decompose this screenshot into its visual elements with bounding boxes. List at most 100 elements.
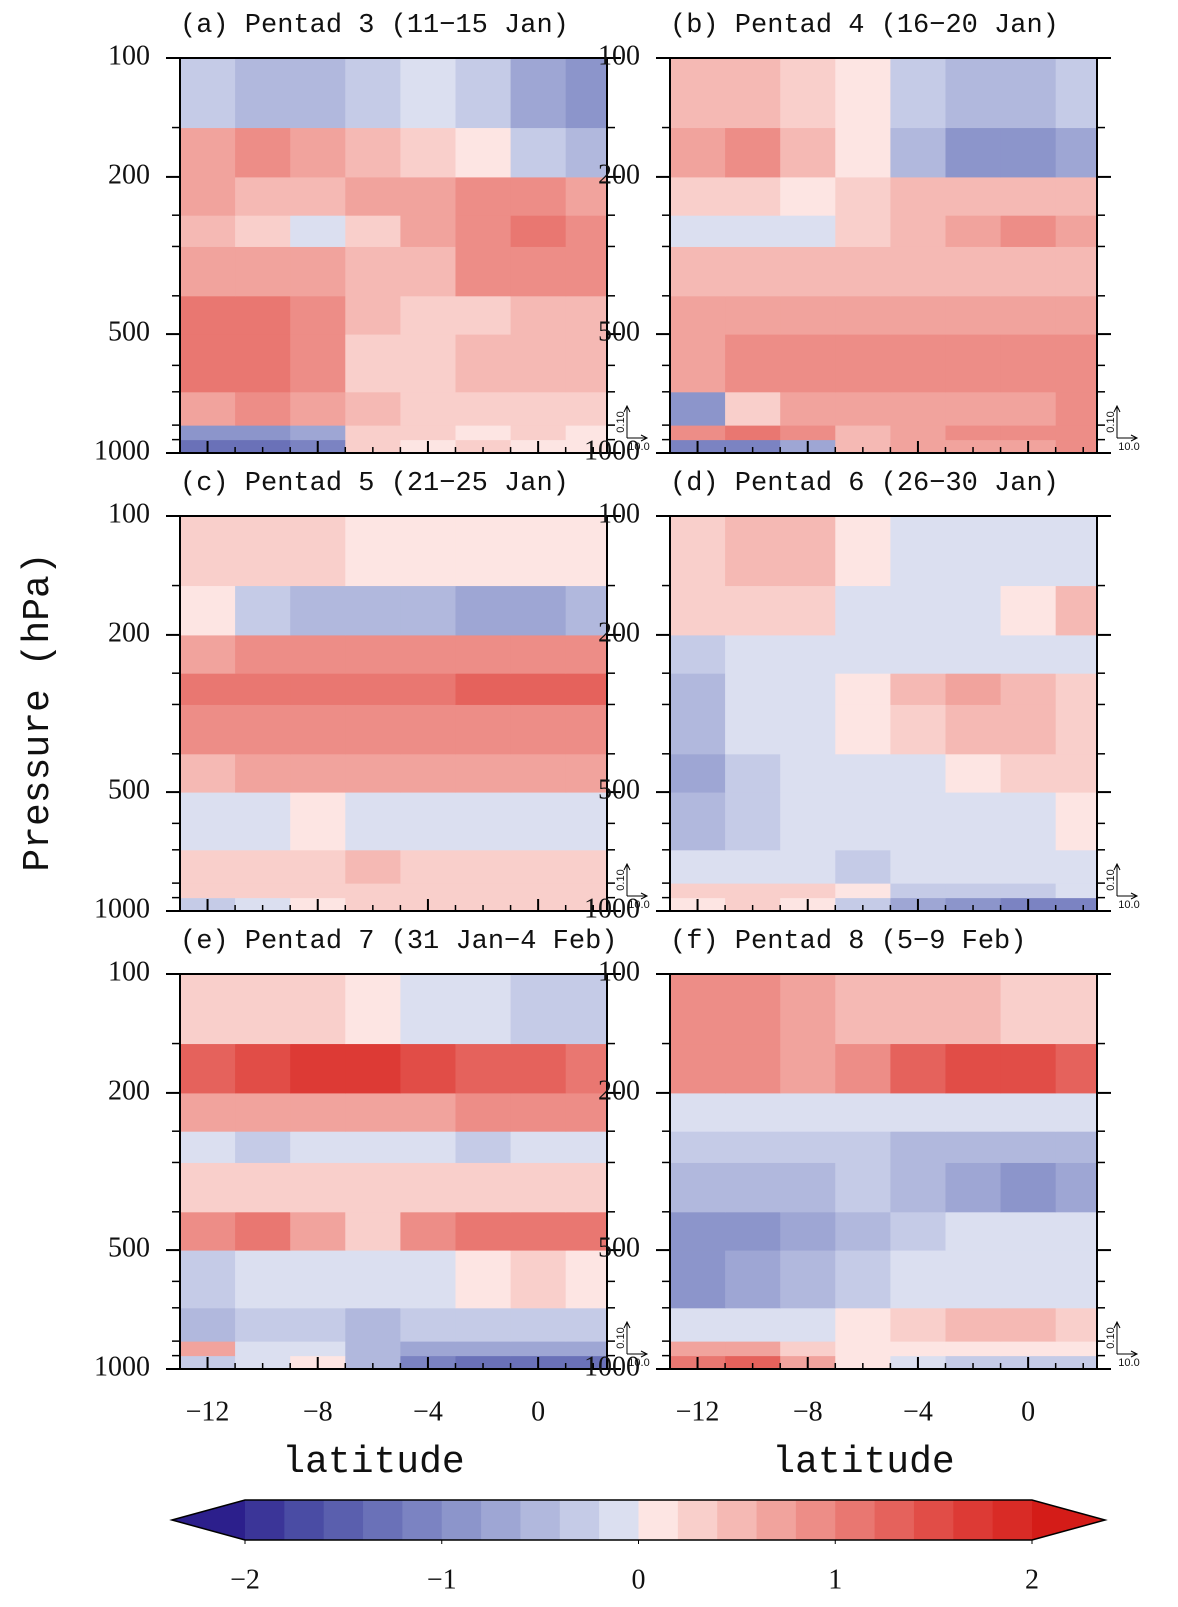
x-axis-label: latitude (772, 1441, 954, 1484)
contour-cell (670, 215, 726, 247)
contour-cell (945, 58, 1002, 129)
contour-cell (670, 246, 726, 297)
contour-cell (290, 1341, 346, 1357)
contour-cell (1000, 753, 1057, 793)
contour-cell (290, 215, 346, 247)
contour-cell (180, 246, 236, 297)
contour-cell (670, 704, 726, 755)
contour-cell (455, 58, 512, 129)
contour-cell (400, 334, 456, 393)
contour-cell (455, 634, 512, 674)
contour-cell (670, 673, 726, 705)
contour-cell (1000, 58, 1057, 129)
contour-cell (510, 1250, 567, 1309)
x-tick-label: 0 (1021, 1396, 1035, 1427)
contour-cell (290, 585, 346, 636)
contour-cell (670, 1211, 726, 1251)
colorbar-box (441, 1500, 482, 1540)
contour-cell (1000, 176, 1057, 216)
contour-cell (1055, 1341, 1098, 1357)
contour-cell (725, 58, 781, 129)
contour-cell (180, 425, 236, 441)
contour-cell (725, 295, 781, 335)
contour-cell (565, 753, 608, 793)
contour-cell (510, 585, 567, 636)
contour-cell (1000, 1131, 1057, 1163)
reference-horizontal-label: 10.0 (1118, 1357, 1139, 1369)
contour-cell (725, 425, 781, 441)
contour-cell (725, 215, 781, 247)
reference-horizontal-label: 10.0 (628, 441, 649, 453)
contour-cell (1000, 425, 1057, 441)
contour-cell (510, 176, 567, 216)
contour-cell (945, 1211, 1002, 1251)
contour-cell (1000, 391, 1057, 426)
panel-title: (d) Pentad 6 (26−30 Jan) (670, 469, 1059, 499)
colorbar-tick-label: −1 (427, 1564, 457, 1595)
contour-cell (890, 1211, 946, 1251)
contour-cell (780, 585, 836, 636)
contour-cell (455, 849, 512, 884)
contour-cell (945, 792, 1002, 851)
contour-cell (180, 849, 236, 884)
y-tick-label: 500 (108, 1233, 150, 1264)
contour-cell (835, 634, 891, 674)
reference-arrow (1113, 1320, 1139, 1358)
contour-cell (1055, 974, 1098, 1045)
plot-frame (669, 57, 1098, 454)
x-axis-label: latitude (282, 1441, 464, 1484)
contour-cell (670, 1341, 726, 1357)
contour-cell (180, 753, 236, 793)
reference-arrow (1113, 862, 1139, 900)
contour-cell (235, 753, 291, 793)
contour-cell (725, 391, 781, 426)
contour-cell (1055, 58, 1098, 129)
contour-cell (400, 883, 456, 899)
contour-cell (510, 792, 567, 851)
contour-cell (835, 849, 891, 884)
contour-cell (510, 1341, 567, 1357)
contour-cell (290, 391, 346, 426)
contour-cell (835, 516, 891, 587)
contour-cell (780, 673, 836, 705)
contour-cell (180, 673, 236, 705)
contour-cell (345, 127, 401, 178)
contour-cell (345, 1162, 401, 1213)
contour-cell (835, 974, 891, 1045)
panel: (b) Pentad 4 (16−20 Jan) 100 200 500 1000 0.1… (584, 11, 1140, 466)
contour-cell (290, 1162, 346, 1213)
y-tick-label: 500 (598, 1233, 640, 1264)
contour-cell (565, 897, 608, 912)
contour-cell (235, 516, 291, 587)
contour-cell (725, 897, 781, 912)
contour-cell (780, 1162, 836, 1213)
contour-cell (1055, 127, 1098, 178)
contour-cell (235, 1131, 291, 1163)
reference-vertical-label: 0.10 (615, 1327, 627, 1348)
contour-cell (180, 792, 236, 851)
colorbar-tick-label: −2 (230, 1564, 260, 1595)
contour-cell (1000, 516, 1057, 587)
contour-cell (835, 673, 891, 705)
contour-cell (725, 439, 781, 454)
contour-cell (890, 127, 946, 178)
contour-cell (890, 883, 946, 899)
contour-cell (290, 1131, 346, 1163)
contour-cell (400, 1250, 456, 1309)
contour-cell (565, 439, 608, 454)
contour-cell (945, 1131, 1002, 1163)
contour-cell (945, 673, 1002, 705)
contour-cell (780, 883, 836, 899)
contour-cell (235, 215, 291, 247)
contour-cell (510, 1043, 567, 1094)
contour-cell (780, 1043, 836, 1094)
contour-cell (890, 425, 946, 441)
contour-cell (455, 1341, 512, 1357)
contour-cell (565, 673, 608, 705)
contour-cell (835, 295, 891, 335)
contour-cell (180, 127, 236, 178)
contour-cell (510, 127, 567, 178)
contour-cell (510, 391, 567, 426)
colorbar-box (677, 1500, 718, 1540)
y-tick-label: 1000 (584, 1351, 640, 1382)
